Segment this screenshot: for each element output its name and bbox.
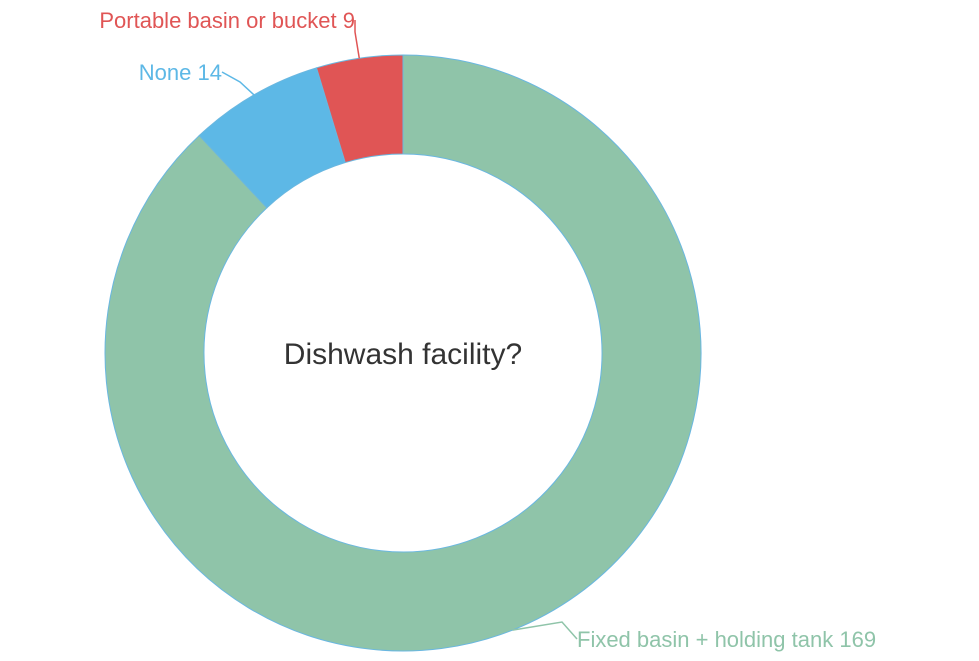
slice-label: None 14: [139, 60, 222, 85]
slice: [315, 54, 404, 164]
label-value: 169: [839, 627, 876, 652]
label-name: Fixed basin + holding tank: [577, 627, 834, 652]
leader-line: [221, 71, 255, 96]
label-value: 9: [343, 8, 355, 33]
leader-line: [354, 20, 361, 59]
label-value: 14: [198, 60, 222, 85]
leader-line: [512, 621, 578, 640]
slice: [104, 54, 702, 652]
chart-title: Dishwash facility?: [284, 338, 522, 371]
label-name: Portable basin or bucket: [99, 8, 336, 33]
slice-label: Portable basin or bucket 9: [99, 8, 355, 33]
slice-label: Fixed basin + holding tank 169: [577, 627, 876, 652]
label-name: None: [139, 60, 192, 85]
